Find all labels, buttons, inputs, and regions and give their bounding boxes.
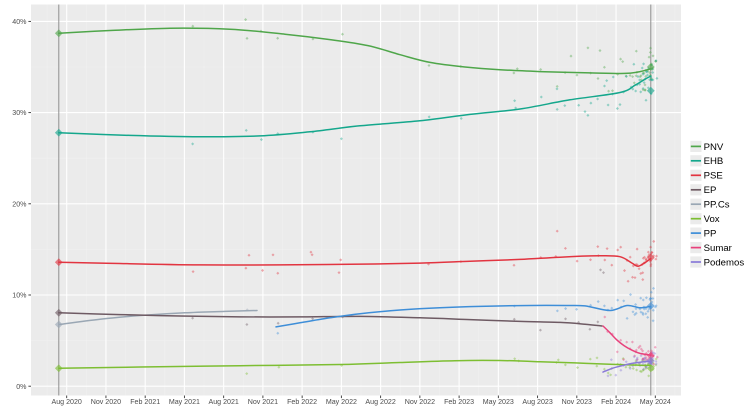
svg-text:30%: 30%: [12, 109, 27, 117]
svg-text:Aug 2023: Aug 2023: [522, 398, 552, 406]
svg-text:May 2023: May 2023: [483, 398, 514, 406]
svg-text:EP: EP: [704, 185, 717, 196]
svg-text:0%: 0%: [16, 383, 27, 391]
svg-text:10%: 10%: [12, 292, 27, 300]
svg-text:PSE: PSE: [704, 171, 723, 182]
svg-text:PP: PP: [704, 229, 717, 240]
svg-text:20%: 20%: [12, 200, 27, 208]
svg-text:Nov 2021: Nov 2021: [248, 398, 278, 406]
svg-text:Vox: Vox: [704, 214, 720, 225]
svg-text:May 2021: May 2021: [169, 398, 200, 406]
svg-text:Feb 2021: Feb 2021: [130, 398, 160, 406]
svg-text:Aug 2022: Aug 2022: [365, 398, 395, 406]
svg-text:Nov 2023: Nov 2023: [562, 398, 592, 406]
svg-text:EHB: EHB: [704, 156, 724, 167]
svg-text:Podemos: Podemos: [704, 257, 745, 268]
svg-text:40%: 40%: [12, 18, 27, 26]
svg-text:PNV: PNV: [704, 142, 724, 153]
svg-text:Feb 2022: Feb 2022: [287, 398, 317, 406]
svg-text:May 2022: May 2022: [326, 398, 357, 406]
svg-text:Feb 2023: Feb 2023: [444, 398, 474, 406]
svg-text:PP.Cs: PP.Cs: [704, 200, 730, 211]
svg-text:Feb 2024: Feb 2024: [601, 398, 631, 406]
svg-text:Sumar: Sumar: [704, 243, 733, 254]
svg-text:Nov 2020: Nov 2020: [91, 398, 121, 406]
svg-text:Aug 2020: Aug 2020: [52, 398, 82, 406]
svg-text:Nov 2022: Nov 2022: [405, 398, 435, 406]
svg-text:May 2024: May 2024: [640, 398, 671, 406]
svg-text:Aug 2021: Aug 2021: [209, 398, 239, 406]
